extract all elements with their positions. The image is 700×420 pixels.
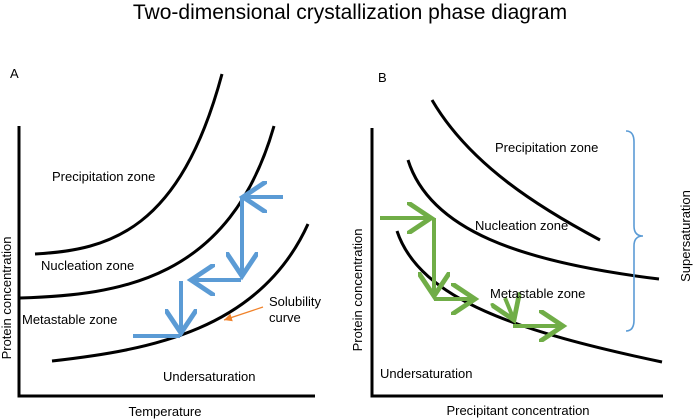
panel-b-nucleation-zone-label: Nucleation zone: [475, 218, 568, 233]
solubility-curve-label-line2: curve: [269, 310, 301, 325]
panel-a-x-axis-label: Temperature: [129, 404, 202, 419]
panel-b-undersaturation-label: Undersaturation: [380, 366, 473, 381]
solubility-curve-label-line1: Solubility: [269, 294, 322, 309]
panel-a-temperature-path: [133, 197, 283, 338]
panel-a-undersaturation-label: Undersaturation: [163, 369, 256, 384]
panel-b-y-axis-label: Protein concentration: [350, 229, 365, 352]
panel-b: B Precipitation zone Nucleation zone Met…: [350, 70, 693, 418]
panel-b-metastable-zone-label: Metastable zone: [490, 286, 585, 301]
panel-b-precipitant-path: [380, 218, 563, 326]
panel-a-metastable-zone-label: Metastable zone: [22, 312, 117, 327]
panel-b-axes: [370, 128, 663, 398]
panel-a-solubility-curve: [51, 223, 310, 363]
panel-a-nucleation-curve: [19, 125, 276, 300]
panel-a-precipitation-curve: [34, 73, 224, 256]
figure-title: Two-dimensional crystallization phase di…: [133, 1, 567, 24]
panel-a-axes: [17, 126, 315, 398]
panel-b-x-axis-label: Precipitant concentration: [446, 403, 589, 418]
path-b-step4-arrow: [505, 298, 514, 320]
panel-a-y-axis-label: Protein concentration: [0, 237, 14, 360]
panel-a-precipitation-zone-label: Precipitation zone: [52, 169, 155, 184]
panel-a: A Precipitation zone Nucleation zone Met…: [0, 66, 322, 419]
panel-a-label: A: [10, 66, 19, 81]
supersaturation-brace: [625, 130, 644, 332]
panel-b-solubility-curve: [395, 230, 663, 364]
solubility-pointer-arrow: [223, 306, 264, 322]
supersaturation-label: Supersaturation: [678, 190, 693, 282]
panel-b-precipitation-curve: [430, 99, 601, 242]
panel-b-nucleation-curve: [406, 159, 660, 281]
panel-a-nucleation-zone-label: Nucleation zone: [41, 258, 134, 273]
panel-b-precipitation-zone-label: Precipitation zone: [495, 140, 598, 155]
panel-b-label: B: [378, 70, 387, 85]
